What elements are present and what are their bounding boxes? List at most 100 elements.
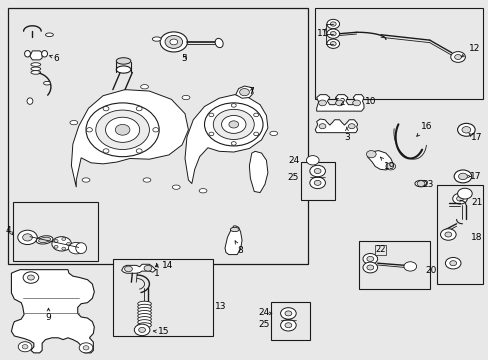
Polygon shape	[224, 226, 242, 255]
Circle shape	[221, 116, 245, 134]
Circle shape	[253, 113, 258, 117]
Text: 23: 23	[422, 180, 433, 189]
Circle shape	[79, 343, 93, 353]
Circle shape	[18, 342, 32, 352]
Circle shape	[456, 196, 463, 201]
Bar	[271, 302, 310, 339]
Text: 20: 20	[425, 266, 436, 275]
Circle shape	[366, 265, 373, 270]
Text: 22: 22	[374, 246, 385, 255]
Ellipse shape	[31, 67, 41, 71]
Text: 6: 6	[53, 54, 59, 63]
Circle shape	[352, 100, 360, 106]
Bar	[13, 202, 98, 261]
Circle shape	[452, 193, 467, 204]
Text: 8: 8	[235, 241, 243, 255]
Circle shape	[366, 256, 373, 261]
Text: 9: 9	[45, 308, 51, 322]
Circle shape	[362, 262, 377, 273]
Bar	[8, 8, 307, 264]
Ellipse shape	[82, 178, 90, 182]
Circle shape	[319, 124, 325, 129]
Text: 17: 17	[469, 172, 480, 181]
Ellipse shape	[172, 185, 180, 189]
Ellipse shape	[182, 95, 189, 100]
Bar	[113, 259, 212, 336]
Text: 10: 10	[365, 97, 376, 106]
Circle shape	[449, 261, 456, 266]
Text: 4: 4	[5, 226, 11, 235]
Text: 2: 2	[335, 98, 345, 107]
Circle shape	[208, 113, 213, 117]
Circle shape	[83, 346, 89, 350]
Circle shape	[52, 237, 71, 251]
Circle shape	[285, 323, 291, 328]
Circle shape	[326, 29, 339, 39]
Ellipse shape	[138, 316, 151, 321]
Text: 5: 5	[181, 54, 186, 63]
Circle shape	[213, 109, 254, 139]
Circle shape	[103, 149, 109, 153]
Ellipse shape	[138, 304, 151, 309]
Polygon shape	[71, 90, 188, 187]
Ellipse shape	[138, 310, 151, 315]
Text: 25: 25	[258, 320, 269, 329]
Ellipse shape	[116, 66, 131, 73]
Circle shape	[86, 103, 159, 157]
Bar	[300, 162, 334, 200]
Circle shape	[61, 247, 65, 250]
Text: 15: 15	[158, 327, 169, 336]
Circle shape	[228, 121, 238, 128]
Circle shape	[458, 173, 467, 180]
Bar	[358, 241, 429, 289]
Circle shape	[366, 150, 375, 158]
Circle shape	[454, 54, 461, 59]
Text: 25: 25	[287, 173, 299, 182]
Ellipse shape	[39, 237, 50, 243]
Circle shape	[136, 149, 142, 153]
Ellipse shape	[116, 58, 131, 64]
Ellipse shape	[152, 37, 161, 41]
Polygon shape	[30, 51, 42, 60]
Circle shape	[330, 32, 335, 36]
Polygon shape	[249, 151, 267, 193]
Circle shape	[96, 110, 149, 149]
Circle shape	[457, 123, 474, 136]
Circle shape	[61, 238, 65, 240]
Circle shape	[139, 327, 145, 332]
Circle shape	[450, 51, 465, 62]
Circle shape	[153, 128, 158, 132]
Circle shape	[285, 311, 291, 316]
Ellipse shape	[31, 71, 41, 74]
Ellipse shape	[138, 307, 151, 312]
Circle shape	[403, 262, 416, 271]
Text: 24: 24	[287, 156, 299, 165]
Ellipse shape	[31, 63, 41, 66]
Text: 12: 12	[460, 44, 479, 57]
Circle shape	[453, 170, 471, 183]
Text: 16: 16	[416, 122, 431, 136]
Circle shape	[314, 168, 321, 174]
Ellipse shape	[76, 243, 86, 253]
Text: 3: 3	[344, 127, 349, 142]
Circle shape	[103, 107, 109, 111]
Circle shape	[253, 132, 258, 136]
Ellipse shape	[70, 121, 78, 125]
Text: 1: 1	[154, 264, 159, 278]
Circle shape	[23, 272, 39, 283]
Circle shape	[208, 132, 213, 136]
Ellipse shape	[138, 323, 151, 328]
Text: 11: 11	[316, 29, 327, 38]
Text: 24: 24	[258, 308, 269, 317]
Circle shape	[66, 242, 70, 245]
Ellipse shape	[414, 180, 426, 187]
Circle shape	[416, 181, 424, 186]
Bar	[315, 8, 483, 99]
Polygon shape	[235, 86, 253, 98]
Ellipse shape	[199, 189, 206, 193]
Ellipse shape	[143, 178, 151, 182]
Ellipse shape	[43, 81, 50, 85]
Ellipse shape	[41, 50, 47, 57]
Circle shape	[231, 141, 236, 145]
Circle shape	[309, 177, 325, 189]
